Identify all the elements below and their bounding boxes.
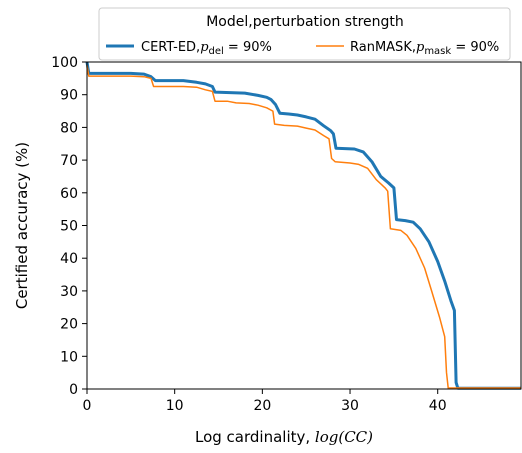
legend-entry-ranmask-prefix: RanMASK, xyxy=(350,40,416,55)
y-tick-label: 40 xyxy=(60,251,78,267)
y-tick-label: 90 xyxy=(60,88,78,104)
y-tick-label: 60 xyxy=(60,186,78,202)
y-tick-label: 80 xyxy=(60,120,78,136)
x-axis-label-math: log(CC) xyxy=(315,428,373,446)
legend-entry-cert-ed-suffix: = 90% xyxy=(224,40,272,55)
y-tick-label: 100 xyxy=(51,55,78,71)
series-layer xyxy=(85,61,521,390)
y-tick-label: 30 xyxy=(60,284,78,300)
legend-entry-cert-ed-subscript: del xyxy=(209,46,224,57)
x-tick-label: 40 xyxy=(429,398,447,414)
y-tick-label: 0 xyxy=(69,382,78,398)
x-axis-ticks: 0 10 20 30 40 xyxy=(83,389,447,414)
legend-entry-cert-ed-prefix: CERT-ED, xyxy=(141,40,200,55)
x-axis-label: Log cardinality, log(CC) xyxy=(195,428,373,446)
x-tick-label: 0 xyxy=(83,398,92,414)
x-tick-label: 30 xyxy=(341,398,359,414)
legend-entry-ranmask-subscript: mask xyxy=(424,46,451,57)
x-axis-label-prefix: Log cardinality, xyxy=(195,428,315,446)
legend-title: Model,perturbation strength xyxy=(206,14,404,30)
y-tick-label: 10 xyxy=(60,349,78,365)
legend-entry-cert-ed-symbol: p xyxy=(200,40,209,55)
legend-entry-ranmask: RanMASK,pmask = 90% xyxy=(350,40,499,57)
legend-entry-cert-ed: CERT-ED,pdel = 90% xyxy=(141,40,272,57)
series-line-cert-ed xyxy=(85,61,521,390)
y-axis-label: Certified accuracy (%) xyxy=(13,142,31,309)
x-tick-label: 20 xyxy=(253,398,271,414)
legend-entry-ranmask-symbol: p xyxy=(416,40,425,55)
legend-entry-ranmask-suffix: = 90% xyxy=(451,40,499,55)
series-line-ranmask xyxy=(86,65,521,389)
y-axis-ticks: 0 10 20 30 40 50 60 70 80 90 100 xyxy=(51,55,87,398)
legend-box xyxy=(98,7,511,61)
x-tick-label: 10 xyxy=(166,398,184,414)
legend: Model,perturbation strength CERT-ED,pdel… xyxy=(98,7,511,61)
y-tick-label: 20 xyxy=(60,317,78,333)
y-tick-label: 70 xyxy=(60,153,78,169)
y-tick-label: 50 xyxy=(60,219,78,235)
